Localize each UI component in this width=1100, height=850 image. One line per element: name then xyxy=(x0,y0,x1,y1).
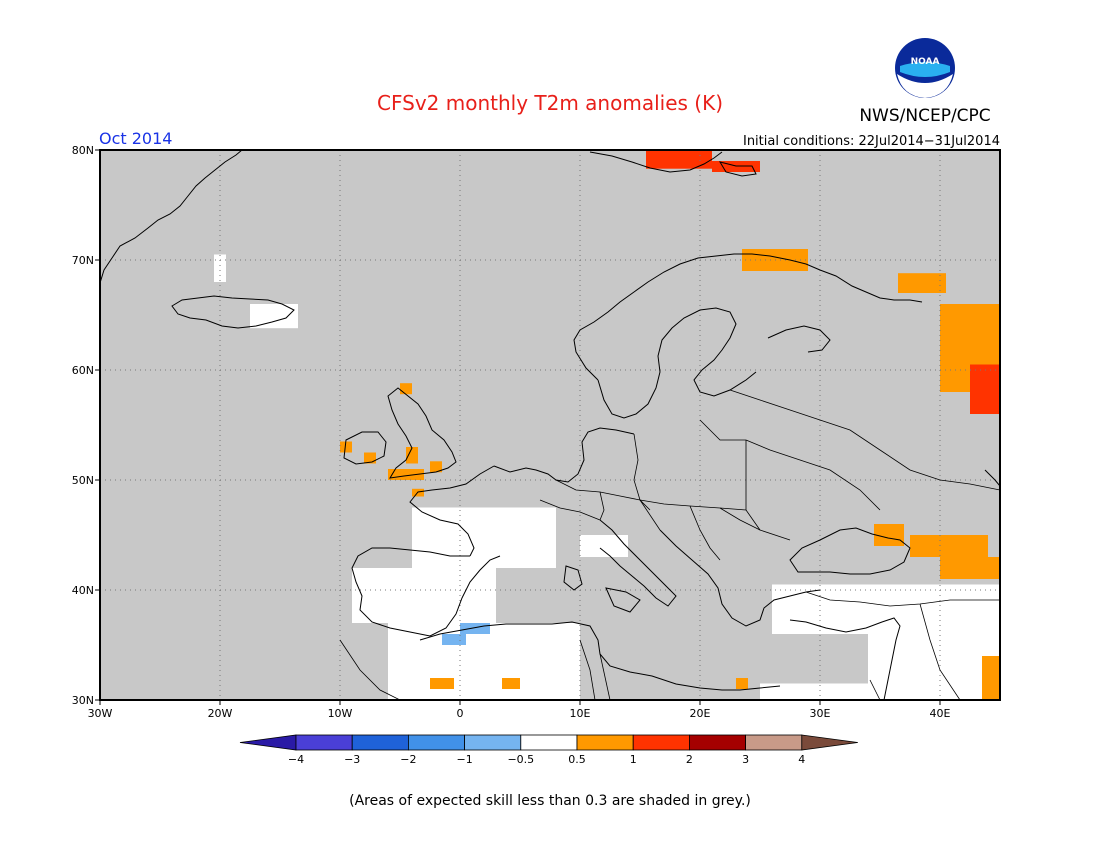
warm-anomaly-cell xyxy=(388,469,424,480)
lat-tick-label: 80N xyxy=(72,144,94,157)
warm-anomaly-cell xyxy=(406,447,418,464)
lon-tick-label: 10W xyxy=(328,707,353,720)
map-frame xyxy=(99,149,1001,701)
near-zero-cell xyxy=(772,584,1000,634)
warm-anomaly-cell xyxy=(430,461,442,473)
forecast-month: Oct 2014 xyxy=(99,129,172,148)
cool-anomaly-cell xyxy=(442,634,466,645)
anomaly-near-zero-cells xyxy=(214,254,1000,700)
near-zero-cell xyxy=(214,254,226,282)
warm-anomaly-cell xyxy=(400,383,412,395)
colorbar-swatch xyxy=(407,734,465,751)
near-zero-cell xyxy=(250,304,298,329)
colorbar-swatch xyxy=(689,734,747,751)
near-zero-cell xyxy=(868,634,1000,700)
warm-anomaly-cell xyxy=(910,535,988,557)
near-zero-cell xyxy=(760,683,868,700)
colorbar-swatch xyxy=(745,734,803,751)
lat-tick-label: 40N xyxy=(72,584,94,597)
longitude-tick-labels: 30W 20W 10W 0 10E 20E 30E 40E xyxy=(88,700,951,720)
warm-anomaly-cell xyxy=(982,656,1000,700)
warm-anomaly-cell xyxy=(364,452,376,464)
near-zero-cell xyxy=(580,535,628,557)
colorbar-swatch xyxy=(464,734,522,751)
near-zero-cell xyxy=(388,623,580,700)
lat-tick-label: 30N xyxy=(72,694,94,707)
colorbar-swatch xyxy=(351,734,409,751)
colorbar-swatch xyxy=(295,734,353,751)
colorbar-label: 3 xyxy=(742,753,749,766)
initial-conditions: Initial conditions: 22Jul2014−31Jul2014 xyxy=(743,134,1000,149)
warm-anomaly-cell xyxy=(430,678,454,689)
warm-anomaly-cell xyxy=(340,441,352,453)
lat-tick-label: 60N xyxy=(72,364,94,377)
colorbar: −4 −3 −2 −1 −0.5 0.5 1 2 3 4 xyxy=(239,734,858,766)
cool-anomaly-cell xyxy=(460,623,490,634)
colorbar-swatch xyxy=(576,734,634,751)
latitude-tick-labels: 30N 40N 50N 60N 70N 80N xyxy=(72,144,100,707)
national-borders xyxy=(339,389,1000,700)
colorbar-swatch xyxy=(520,734,578,751)
colorbar-label: 1 xyxy=(630,753,637,766)
near-zero-cell xyxy=(412,507,556,568)
lat-tick-label: 50N xyxy=(72,474,94,487)
map-gridlines xyxy=(100,150,1000,700)
colorbar-label: −2 xyxy=(400,753,416,766)
lon-tick-label: 40E xyxy=(930,707,951,720)
lon-tick-label: 0 xyxy=(457,707,464,720)
figure-title: CFSv2 monthly T2m anomalies (K) xyxy=(377,91,723,115)
warm-anomaly-cell xyxy=(502,678,520,689)
colorbar-label: −3 xyxy=(344,753,360,766)
colorbar-end-low xyxy=(239,734,297,751)
colorbar-label: −0.5 xyxy=(507,753,534,766)
coastlines xyxy=(100,150,1000,700)
warm-anomaly-cell xyxy=(874,524,904,546)
colorbar-label: 4 xyxy=(798,753,805,766)
hot-anomaly-cell xyxy=(970,364,1000,414)
lon-tick-label: 20E xyxy=(690,707,711,720)
lon-tick-label: 10E xyxy=(570,707,591,720)
colorbar-label: −4 xyxy=(288,753,304,766)
noaa-logo: NOAA xyxy=(895,38,955,98)
lon-tick-label: 30E xyxy=(810,707,831,720)
near-zero-cell xyxy=(352,568,496,623)
anomaly-cool-cells xyxy=(442,623,490,645)
colorbar-label: 2 xyxy=(686,753,693,766)
colorbar-swatch xyxy=(632,734,690,751)
agency-label: NWS/NCEP/CPC xyxy=(859,106,990,126)
footnote: (Areas of expected skill less than 0.3 a… xyxy=(349,793,751,809)
lon-tick-label: 20W xyxy=(208,707,233,720)
hot-anomaly-cell xyxy=(646,150,712,169)
colorbar-label: −1 xyxy=(456,753,472,766)
lon-tick-label: 30W xyxy=(88,707,113,720)
warm-anomaly-cell xyxy=(940,557,1000,579)
noaa-logo-text: NOAA xyxy=(911,57,940,67)
colorbar-end-high xyxy=(801,734,858,751)
warm-anomaly-cell xyxy=(736,678,748,689)
colorbar-label: 0.5 xyxy=(568,753,586,766)
lat-tick-label: 70N xyxy=(72,254,94,267)
warm-anomaly-cell xyxy=(898,273,946,293)
map: 30W 20W 10W 0 10E 20E 30E 40E 30N 40N 50N 60N 70N 80… xyxy=(72,144,1001,720)
